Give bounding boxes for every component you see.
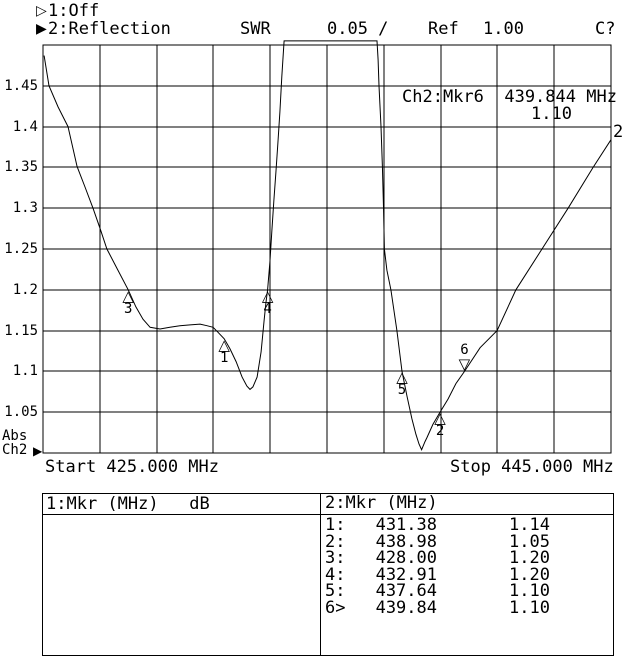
marker-row-label: 5: (325, 581, 346, 601)
channel-1-indicator-icon: ▷ (36, 3, 47, 19)
marker-row-value: 1.05 (509, 532, 550, 552)
y-axis-tick-label: 1.35 (4, 159, 38, 176)
marker-number: 5 (397, 382, 407, 399)
start-frequency-label: Start 425.000 MHz (45, 457, 219, 477)
channel-2-indicator-icon: ▶ (36, 21, 47, 37)
trace-number-label: 2 (613, 122, 624, 142)
y-axis-tick-label: 1.05 (4, 404, 38, 421)
marker-row-value: 1.20 (509, 548, 550, 568)
marker-table-row: 6> 439.84 1.10 (325, 598, 550, 618)
y-axis-tick-label: 1.4 (12, 118, 38, 135)
ref-label: Ref (428, 19, 459, 39)
y-axis-tick-label: 1.25 (4, 241, 38, 257)
grid-lines (43, 45, 611, 453)
marker-down-icon: ▽ (458, 355, 471, 374)
marker-number: 4 (263, 300, 272, 317)
format-label: SWR (240, 19, 271, 39)
marker-row-value: 1.20 (509, 565, 550, 585)
marker-row-label: 6> (325, 598, 346, 618)
marker-number: 3 (123, 300, 133, 317)
marker-readout-line1: Ch2:Mkr6 439.844 MHz (402, 87, 617, 107)
marker-table-header-underline (42, 514, 613, 515)
marker-up-icon: △ (434, 409, 446, 428)
marker-number: 1 (219, 349, 229, 366)
ref-value: 1.00 (483, 19, 524, 39)
swr-trace (43, 40, 612, 451)
marker-up-icon: △ (261, 286, 274, 305)
channel-2-measurement: 2:Reflection (48, 19, 171, 39)
y-axis-tick-label: 1.45 (4, 77, 38, 94)
format-abs-label: Abs (2, 428, 28, 444)
marker-row-label: 1: (325, 515, 346, 535)
marker-up-icon: △ (122, 286, 134, 305)
marker-row-value: 1.14 (509, 515, 550, 535)
marker-number: 6 (460, 342, 469, 359)
marker-row-frequency: 439.84 (375, 598, 437, 618)
marker-row-label: 3: (325, 548, 346, 568)
marker-table-row: 4: 432.91 1.20 (325, 565, 550, 585)
scale-per-div: 0.05 / (327, 19, 389, 39)
marker-row-label: 2: (325, 532, 346, 552)
active-channel-label: Ch2 (2, 442, 28, 458)
marker-row-frequency: 432.91 (375, 565, 437, 585)
y-axis-tick-label: 1.15 (4, 322, 38, 339)
marker-row-label: 4: (325, 565, 346, 585)
marker-row-frequency: 431.38 (375, 515, 437, 535)
y-axis-tick-label: 1.3 (12, 200, 38, 217)
marker-table-divider (320, 493, 321, 655)
cal-status: C? (595, 19, 616, 39)
marker-table-row: 2: 438.98 1.05 (325, 532, 550, 552)
marker-number: 2 (435, 423, 445, 440)
marker-row-frequency: 438.98 (375, 532, 437, 552)
active-channel-pointer-icon: ▶ (33, 444, 43, 458)
marker-table-right-header: 2:Mkr (MHz) (325, 493, 438, 513)
y-axis-tick-label: 1.1 (12, 363, 38, 380)
marker-row-value: 1.10 (509, 581, 550, 601)
marker-row-frequency: 428.00 (375, 548, 437, 568)
marker-row-frequency: 437.64 (375, 581, 437, 601)
marker-table-row: 3: 428.00 1.20 (325, 548, 550, 568)
marker-readout-line2: 1.10 (531, 104, 572, 124)
marker-up-icon: △ (396, 368, 408, 387)
stop-frequency-label: Stop 445.000 MHz (450, 457, 614, 477)
marker-table-border (42, 493, 614, 656)
channel-1-status: 1:Off (48, 1, 100, 21)
marker-row-value: 1.10 (509, 598, 550, 618)
marker-up-icon: △ (218, 335, 230, 354)
marker-table-left-header: 1:Mkr (MHz) dB (46, 494, 210, 514)
marker-table-row: 1: 431.38 1.14 (325, 515, 550, 535)
marker-table-row: 5: 437.64 1.10 (325, 581, 550, 601)
plot-border (42, 44, 612, 454)
y-axis-tick-label: 1.2 (12, 281, 38, 298)
